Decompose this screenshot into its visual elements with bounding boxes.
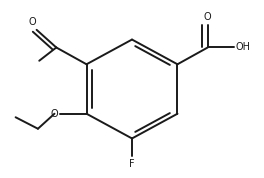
Text: O: O [29,17,36,27]
Text: OH: OH [235,43,250,53]
Text: O: O [50,109,58,119]
Text: O: O [204,12,211,22]
Text: F: F [129,159,135,169]
